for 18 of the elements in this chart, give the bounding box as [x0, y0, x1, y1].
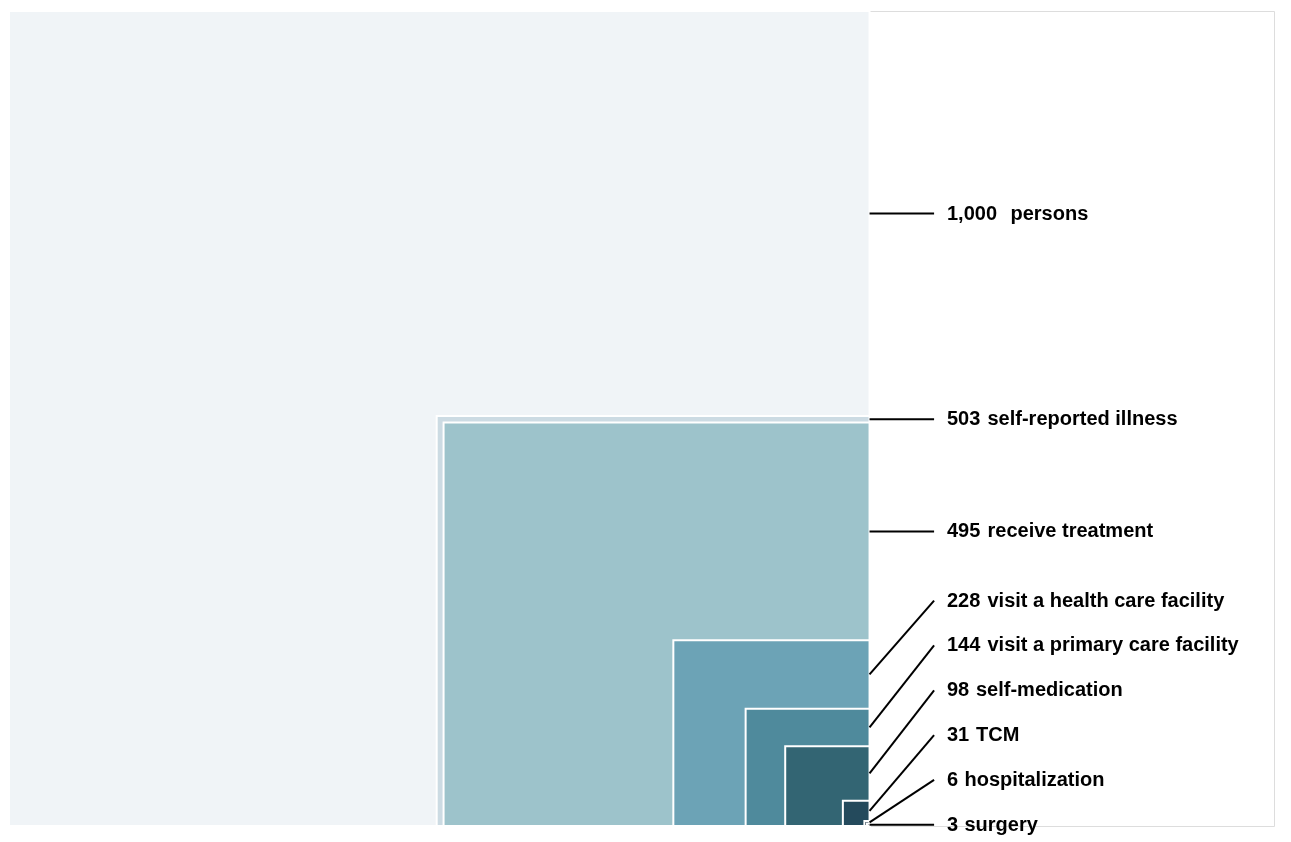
category-label: visit a primary care facility: [987, 633, 1240, 656]
category-label: receive treatment: [987, 519, 1154, 542]
category-label: self-reported illness: [987, 407, 1178, 430]
category-label: TCM: [975, 723, 1020, 746]
category-label: visit a health care facility: [987, 588, 1226, 611]
data-label: 31: [946, 723, 970, 746]
data-label: 1,000: [946, 201, 998, 224]
category-label: persons: [1010, 201, 1089, 224]
category-label: hospitalization: [964, 767, 1105, 790]
data-label: 503: [946, 407, 981, 430]
data-label: 98: [946, 678, 970, 701]
data-label: 6: [946, 767, 959, 790]
category-label: surgery: [964, 812, 1039, 835]
data-label: 228: [946, 588, 981, 611]
data-label: 3: [946, 812, 959, 835]
data-label: 495: [946, 519, 981, 542]
data-label: 144: [946, 633, 982, 656]
category-label: self-medication: [975, 678, 1123, 701]
